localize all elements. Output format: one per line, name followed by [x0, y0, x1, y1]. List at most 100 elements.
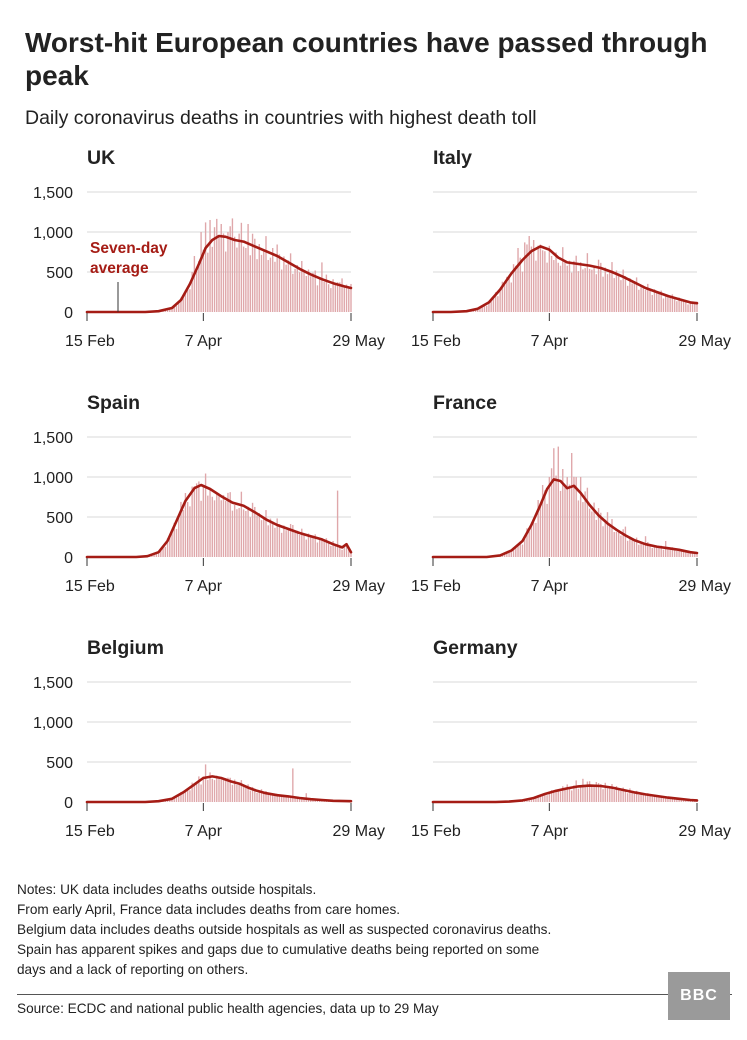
- bar: [276, 793, 278, 802]
- y-tick-label: 0: [64, 305, 73, 322]
- bar: [162, 546, 164, 557]
- bar: [316, 542, 319, 557]
- bar: [285, 796, 287, 802]
- bar: [218, 495, 220, 557]
- bar: [640, 287, 642, 312]
- bar: [602, 276, 604, 312]
- bar: [325, 538, 328, 557]
- bar: [597, 783, 600, 802]
- bar: [249, 790, 252, 802]
- bar: [658, 291, 660, 312]
- bar: [184, 493, 187, 557]
- bar: [222, 777, 225, 802]
- bar: [336, 282, 339, 312]
- bar: [544, 490, 546, 557]
- panel-title: Belgium: [87, 637, 164, 659]
- bar: [211, 778, 213, 802]
- bar: [669, 548, 671, 557]
- bar: [479, 307, 481, 312]
- series-line: [85, 483, 353, 559]
- bar: [517, 545, 519, 557]
- bar: [629, 788, 631, 802]
- bar: [660, 545, 662, 557]
- bar: [173, 797, 175, 802]
- bar: [591, 511, 593, 557]
- page-subtitle: Daily coronavirus deaths in countries wi…: [25, 107, 537, 129]
- bar: [182, 793, 184, 802]
- bar: [314, 270, 316, 312]
- bar: [613, 531, 615, 557]
- bar: [207, 252, 209, 312]
- bar: [486, 305, 488, 312]
- bar: [245, 787, 247, 802]
- bar: [289, 795, 292, 802]
- bar: [278, 254, 281, 312]
- bar: [193, 783, 196, 802]
- bar: [618, 788, 620, 802]
- bar: [200, 500, 202, 557]
- bar: [312, 272, 314, 312]
- bar: [680, 550, 683, 557]
- bar: [180, 792, 182, 802]
- bar: [274, 795, 276, 802]
- bar: [528, 799, 530, 802]
- bar: [202, 485, 205, 557]
- bar: [303, 534, 305, 557]
- bar: [660, 290, 662, 312]
- bar: [191, 486, 193, 557]
- bar: [553, 792, 555, 802]
- bar: [247, 784, 249, 802]
- bar: [249, 517, 252, 557]
- bar: [180, 501, 182, 557]
- x-tick-label: 15 Feb: [65, 333, 115, 350]
- bar: [633, 792, 636, 802]
- bar: [305, 276, 307, 312]
- bar: [631, 540, 633, 557]
- bar: [606, 512, 609, 557]
- bar: [280, 532, 283, 557]
- bar: [508, 277, 510, 312]
- bar: [175, 305, 178, 312]
- bar: [178, 302, 180, 312]
- bar: [678, 297, 680, 312]
- bar: [269, 518, 272, 557]
- bar: [559, 791, 562, 802]
- bar: [532, 522, 535, 557]
- bar: [691, 552, 694, 557]
- bar: [524, 242, 526, 312]
- bar: [597, 259, 600, 312]
- panel-title: France: [433, 392, 497, 414]
- bar: [287, 260, 290, 312]
- bar: [191, 271, 193, 312]
- bar: [296, 797, 298, 802]
- bar: [649, 795, 651, 802]
- bar: [539, 244, 542, 312]
- bar: [537, 245, 539, 312]
- bar: [207, 495, 209, 557]
- bar: [515, 546, 517, 557]
- bar: [586, 253, 589, 312]
- note-line: Belgium data includes deaths outside hos…: [17, 922, 552, 937]
- annotation-label: average: [90, 260, 149, 277]
- bar: [595, 274, 598, 312]
- bar: [600, 512, 602, 557]
- bar: [591, 786, 593, 802]
- bar: [524, 537, 526, 557]
- bar: [233, 505, 236, 557]
- bar: [577, 788, 580, 802]
- bar: [604, 267, 606, 312]
- bar: [671, 797, 674, 802]
- y-tick-label: 1,500: [33, 185, 73, 202]
- bar: [600, 784, 602, 802]
- bar: [557, 262, 559, 312]
- bar: [620, 280, 622, 312]
- bar: [274, 261, 276, 312]
- bar: [499, 291, 501, 312]
- annotation-label: Seven-day: [90, 240, 168, 257]
- bar: [164, 310, 166, 312]
- bar: [687, 304, 689, 312]
- bar: [225, 501, 227, 557]
- x-tick-label: 29 May: [333, 578, 385, 595]
- bar: [263, 250, 265, 312]
- bar: [629, 278, 631, 312]
